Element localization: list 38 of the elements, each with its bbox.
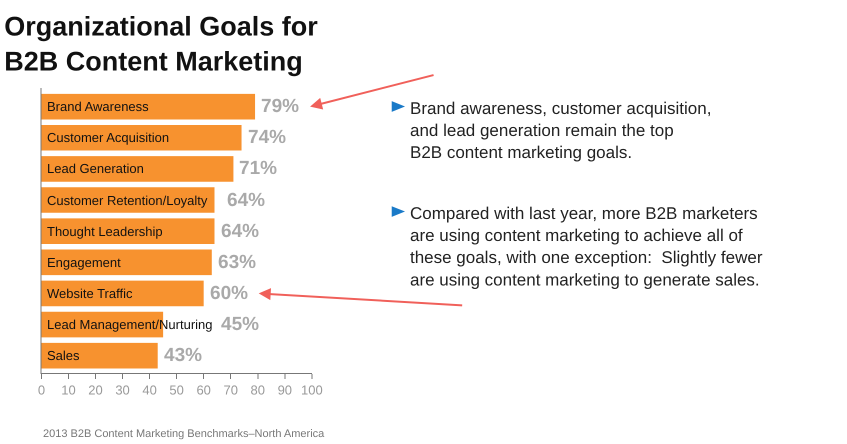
data-label: 45% — [221, 314, 260, 335]
data-label: 71% — [239, 158, 278, 179]
text: 2013 B2B Content Marketing Benchmarks–North America — [43, 428, 326, 440]
y-tick-label: Customer Acquisition — [47, 130, 170, 145]
y-tick-label: Engagement — [47, 255, 122, 270]
data-label: 79% — [261, 96, 300, 117]
x-tick-label: 60 — [196, 382, 211, 398]
data-label: 60% — [210, 283, 248, 304]
data-label: 63% — [218, 252, 256, 273]
bar — [41, 125, 242, 151]
y-tick-label: Website Traffic — [47, 286, 133, 301]
x-tick-label: 90 — [278, 382, 292, 398]
data-label: 64% — [227, 190, 266, 211]
x-tick-label: 40 — [142, 382, 157, 398]
y-tick-label: Thought Leadership — [47, 224, 163, 239]
data-label: 74% — [248, 127, 286, 148]
y-tick-label: Sales — [47, 348, 80, 363]
bar — [41, 280, 204, 306]
bar — [41, 94, 256, 120]
bar — [41, 156, 234, 182]
x-tick-label: 50 — [169, 382, 184, 398]
text: Brand awareness, customer acquisition, and lead generation remain the top B2B content marketing goals. — [410, 99, 712, 162]
x-tick-label: 30 — [115, 382, 130, 398]
x-tick-label: 10 — [61, 382, 76, 398]
x-tick-label: 0 — [38, 382, 46, 398]
y-tick-label: Customer Retention/Loyalty — [47, 193, 208, 208]
chart-title: Organizational Goals for B2B Content Marketing — [4, 12, 318, 77]
x-tick-label: 80 — [250, 382, 265, 398]
x-tick-label: 100 — [300, 382, 323, 398]
y-tick-label: Lead Generation — [47, 161, 144, 176]
y-tick-label: Brand Awareness — [47, 99, 150, 114]
data-label: 43% — [164, 345, 202, 366]
x-tick-label: 70 — [223, 382, 238, 398]
text: Compared with last year, more B2B marketers are using content marketing to achieve all of these goals, with one exception: Slightly fewer are using content marketing to generate sales. — [410, 204, 763, 290]
x-tick-label: 20 — [88, 382, 103, 398]
bar — [41, 250, 212, 276]
data-label: 64% — [221, 221, 260, 242]
bar — [41, 342, 158, 368]
